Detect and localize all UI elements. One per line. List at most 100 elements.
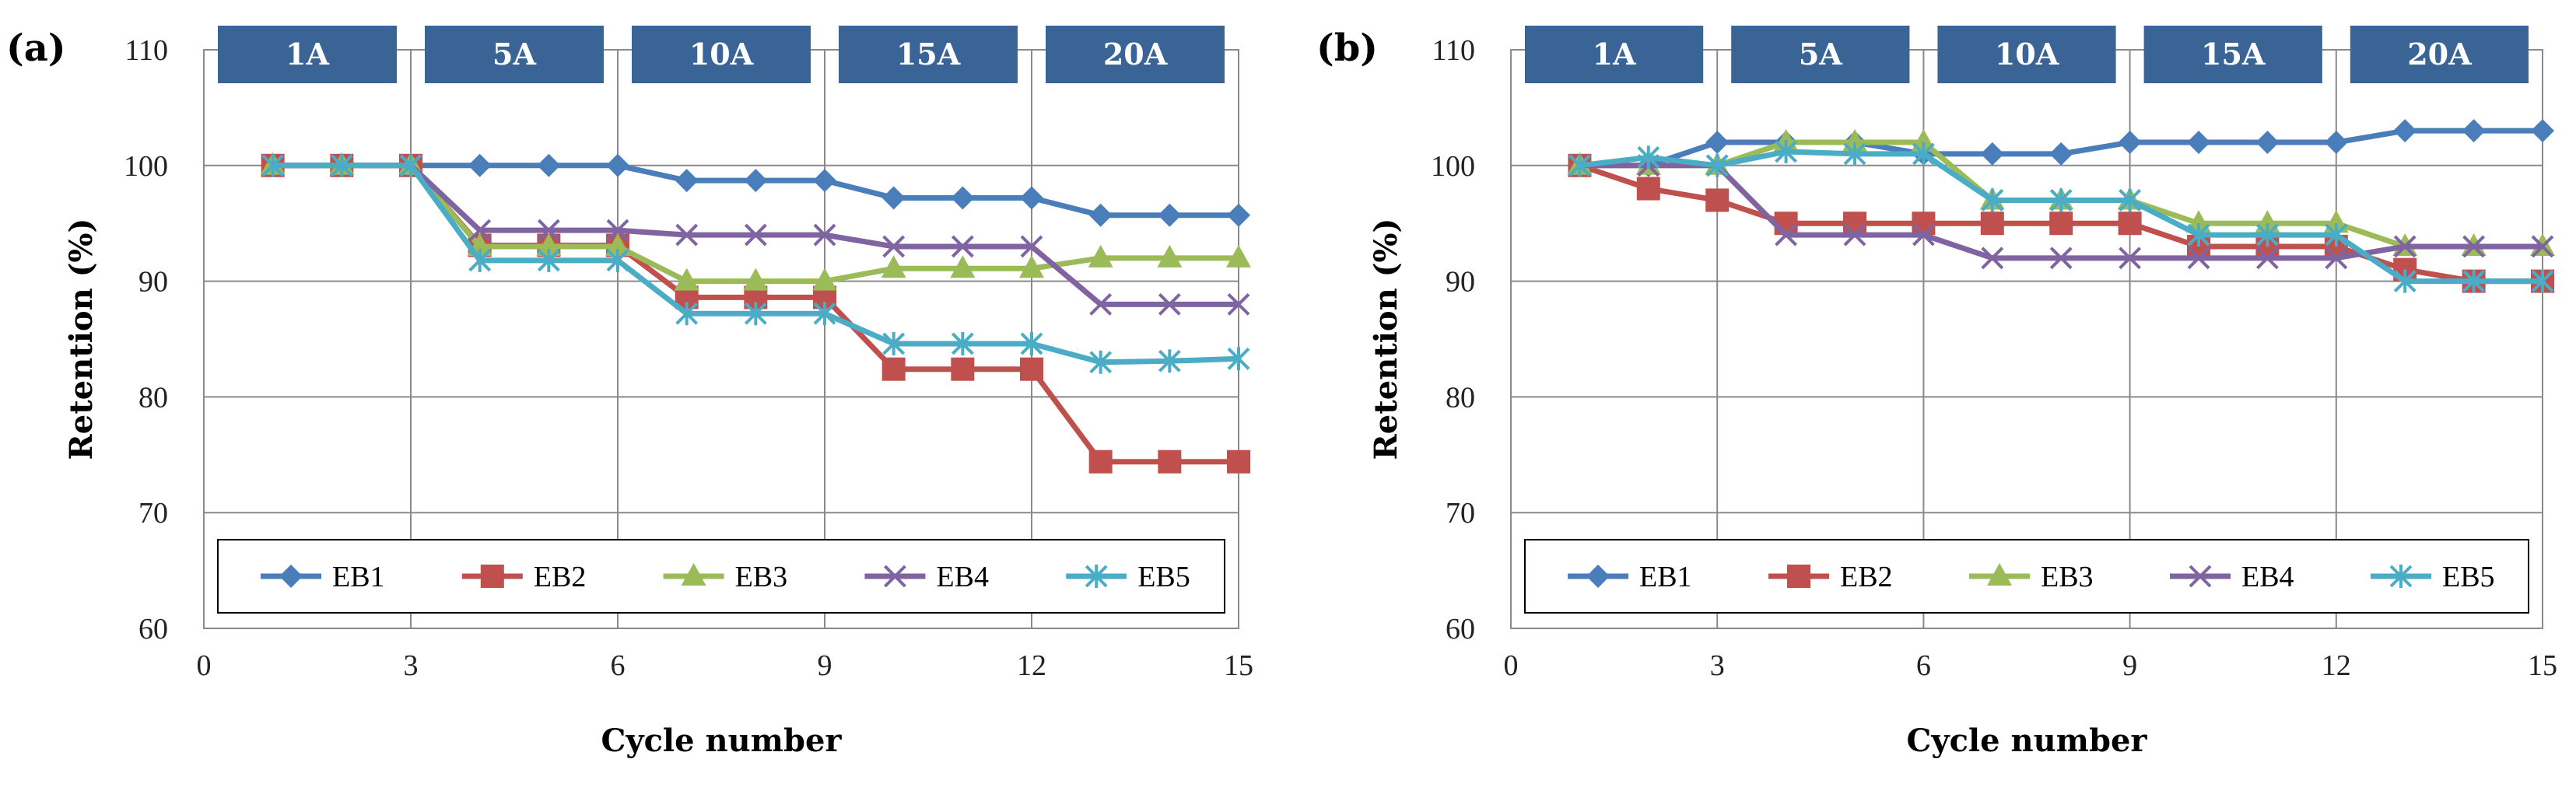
legend-item: EB1: [261, 561, 385, 593]
y-tick-label: 90: [138, 266, 168, 299]
data-point: [1981, 188, 2004, 212]
data-point: [606, 248, 629, 272]
legend-label: EB1: [1639, 561, 1692, 593]
data-point: [2462, 119, 2486, 143]
current-band: [218, 26, 397, 83]
data-point: [1912, 212, 1936, 236]
x-tick-label: 12: [2322, 649, 2351, 682]
x-tick-label: 15: [1224, 649, 1253, 682]
data-point: [1912, 223, 1935, 247]
current-band-label: 20A: [2407, 37, 2472, 72]
y-tick-label: 100: [124, 150, 168, 183]
legend-swatch-marker: [1586, 565, 1610, 588]
data-point: [813, 169, 836, 193]
legend-swatch-marker: [1987, 563, 2012, 586]
data-point: [813, 223, 836, 247]
legend: EB1 EB2 EB3 EB4 EB5: [217, 539, 1225, 614]
data-point: [2255, 247, 2279, 270]
data-point: [1912, 142, 1935, 166]
series-eb5: [261, 153, 1250, 374]
current-band: [425, 26, 604, 83]
current-band: [2143, 26, 2322, 83]
legend-item: EB1: [1568, 561, 1692, 593]
x-axis-title: Cycle number: [601, 722, 843, 759]
data-point: [951, 235, 974, 258]
data-point: [1705, 153, 1729, 177]
data-point: [2255, 131, 2280, 155]
data-point: [2531, 269, 2554, 293]
data-point: [468, 219, 492, 242]
data-point: [1227, 449, 1250, 474]
data-point: [1088, 244, 1113, 268]
data-point: [1020, 235, 1043, 258]
current-band-label: 1A: [286, 37, 329, 72]
data-point: [2324, 131, 2348, 155]
data-point: [1227, 203, 1250, 227]
legend-swatch-marker: [681, 563, 706, 586]
x-tick-label: 15: [2528, 649, 2557, 682]
data-point: [1636, 177, 1660, 201]
data-point: [468, 248, 492, 272]
data-point: [1089, 292, 1113, 316]
y-axis-title: Retention (%): [63, 219, 100, 460]
current-band: [839, 26, 1018, 83]
data-point: [2118, 131, 2142, 155]
y-tick-label: 90: [1446, 266, 1475, 299]
data-point: [2049, 212, 2073, 236]
current-band-label: 10A: [1995, 37, 2059, 72]
current-band-label: 15A: [2201, 37, 2266, 72]
data-point: [675, 169, 699, 193]
legend-label: EB2: [1840, 561, 1893, 593]
panel-label: (a): [6, 26, 66, 70]
data-point: [537, 248, 560, 272]
x-axis-title: Cycle number: [1907, 722, 2148, 759]
data-point: [1980, 212, 2004, 236]
current-band: [1731, 26, 1910, 83]
chart-panel-a: 1A 5A 10A 15A 20A 60 70 80 90 100 110 0 3 6 9 12 15 Cycle…: [6, 26, 1253, 759]
current-band-label: 10A: [689, 37, 754, 72]
data-point: [951, 331, 974, 355]
data-point: [2393, 269, 2417, 293]
data-point: [261, 153, 285, 177]
data-point: [744, 302, 767, 326]
legend-swatch-marker: [1085, 565, 1108, 588]
data-point: [1227, 347, 1250, 371]
data-point: [950, 255, 976, 278]
data-point: [675, 223, 699, 247]
y-axis-title: Retention (%): [1368, 219, 1404, 460]
legend-item: EB2: [1768, 561, 1893, 593]
legend-label: EB1: [332, 561, 385, 593]
legend-label: EB5: [2442, 561, 2495, 593]
x-tick-label: 12: [1017, 649, 1046, 682]
y-tick-label: 110: [1432, 34, 1475, 67]
data-point: [744, 223, 767, 247]
legend-label: EB5: [1137, 561, 1190, 593]
data-point: [2049, 142, 2073, 166]
data-point: [1089, 350, 1113, 374]
data-point: [1088, 203, 1113, 227]
y-tick-label: 70: [138, 497, 168, 530]
data-point: [1227, 292, 1250, 316]
data-point: [1226, 244, 1251, 268]
data-point: [1637, 145, 1660, 170]
data-point: [743, 268, 769, 291]
data-point: [744, 169, 768, 193]
y-tick-label: 110: [124, 34, 168, 67]
data-point: [537, 219, 560, 242]
data-point: [812, 268, 837, 291]
legend-item: EB4: [864, 561, 989, 593]
legend-swatch-marker: [1787, 565, 1810, 588]
series-eb5: [1568, 139, 2554, 293]
data-point: [536, 233, 562, 256]
chart-panel-b: 1A 5A 10A 15A 20A 60 70 80 90 100 110 0 3 6 9 12 15 Cycle…: [1316, 26, 2557, 759]
legend-swatch-marker: [2189, 565, 2212, 588]
data-point: [1158, 292, 1181, 316]
data-point: [2187, 131, 2210, 155]
data-point: [2462, 269, 2486, 293]
current-band-label: 20A: [1103, 37, 1168, 72]
data-point: [606, 219, 629, 242]
data-point: [882, 235, 906, 258]
x-tick-label: 3: [404, 649, 419, 682]
current-band-label: 15A: [896, 37, 961, 72]
